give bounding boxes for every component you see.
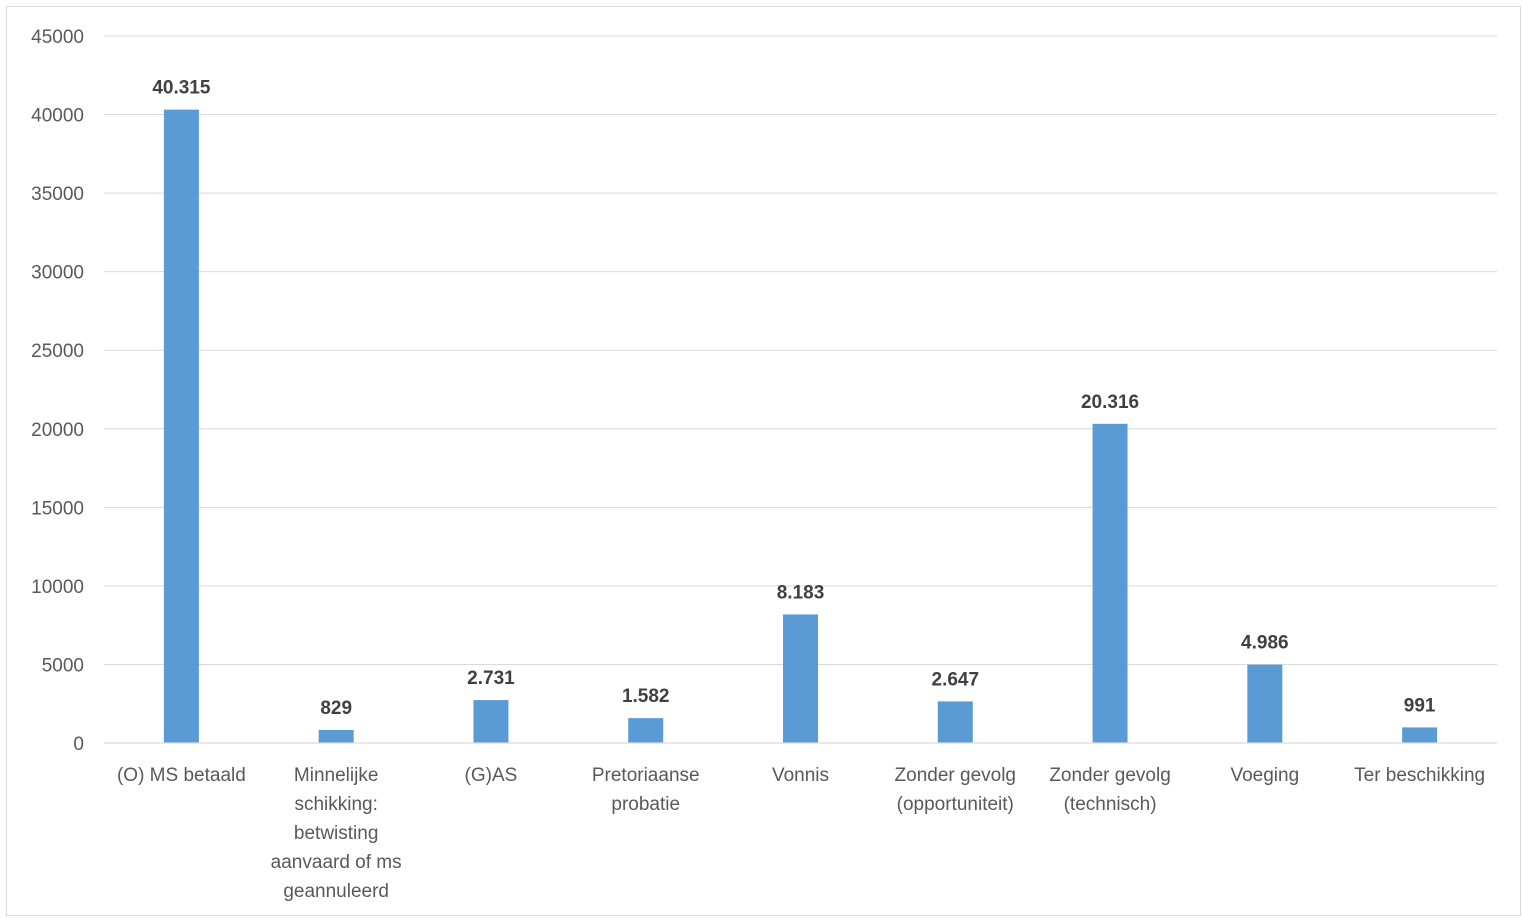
x-tick-label-line: Vonnis [772, 765, 829, 786]
y-tick-label: 10000 [31, 577, 84, 598]
x-tick-label: (G)AS [465, 765, 518, 786]
x-tick-label: Pretoriaanse probatie [592, 765, 700, 815]
bar [318, 729, 354, 743]
x-axis-ticks: (O) MS betaald Minnelijke schikking: betwis… [117, 765, 1485, 902]
x-tick-label-line: (technisch) [1064, 794, 1157, 815]
data-label: 8.183 [777, 582, 825, 603]
gridlines [104, 35, 1497, 665]
bar [473, 700, 509, 743]
y-tick-label: 35000 [31, 184, 84, 205]
bar [937, 701, 973, 743]
data-label: 2.731 [467, 668, 515, 689]
data-label: 829 [320, 698, 352, 719]
y-axis-ticks: 0 5000 10000 15000 20000 25000 30000 35000 40000… [31, 27, 84, 755]
x-tick-label: (O) MS betaald [117, 765, 246, 786]
data-label: 4.986 [1241, 633, 1289, 654]
data-labels: 40.315 829 2.731 1.582 8.183 2.647 20.316 4.986… [152, 78, 1436, 719]
x-tick-label: Zonder gevolg (opportuniteit) [895, 765, 1016, 815]
x-tick-label: Minnelijke schikking: betwisting aanvaard o… [271, 765, 402, 902]
data-label: 40.315 [152, 78, 211, 99]
x-tick-label-line: probatie [611, 794, 680, 815]
data-label: 20.316 [1081, 392, 1139, 413]
x-tick-label-line: Voeging [1230, 765, 1299, 786]
x-tick-label-line: Ter beschikking [1354, 765, 1485, 786]
x-tick-label-line: Zonder gevolg [1049, 765, 1170, 786]
y-tick-label: 45000 [31, 27, 84, 48]
y-tick-label: 25000 [31, 341, 84, 362]
x-tick-label: Zonder gevolg (technisch) [1049, 765, 1170, 815]
y-tick-label: 40000 [31, 106, 84, 127]
bars [163, 109, 1438, 743]
x-tick-label-line: (O) MS betaald [117, 765, 246, 786]
bar [163, 109, 199, 743]
x-tick-label-line: Zonder gevolg [895, 765, 1016, 786]
x-tick-label-line: aanvaard of ms [271, 852, 402, 873]
x-tick-label: Vonnis [772, 765, 829, 786]
x-tick-label: Ter beschikking [1354, 765, 1485, 786]
y-tick-label: 5000 [42, 655, 84, 676]
x-tick-label-line: (opportuniteit) [897, 794, 1014, 815]
x-tick-label-line: (G)AS [465, 765, 518, 786]
y-tick-label: 15000 [31, 498, 84, 519]
x-tick-label-line: Minnelijke [294, 765, 378, 786]
data-label: 991 [1404, 695, 1436, 716]
x-tick-label: Voeging [1230, 765, 1299, 786]
bar [1247, 664, 1283, 743]
x-tick-label-line: betwisting [294, 823, 379, 844]
data-label: 2.647 [932, 669, 980, 690]
data-label: 1.582 [622, 686, 670, 707]
x-tick-label-line: geannuleerd [283, 881, 389, 902]
bar [1402, 727, 1438, 743]
bar [783, 614, 818, 743]
x-tick-label-line: schikking: [294, 794, 377, 815]
x-tick-label-line: Pretoriaanse [592, 765, 700, 786]
chart-frame [6, 6, 1521, 916]
y-tick-label: 30000 [31, 263, 84, 284]
bar [1092, 423, 1128, 743]
y-tick-label: 20000 [31, 420, 84, 441]
bar [628, 718, 664, 743]
y-tick-label: 0 [73, 734, 84, 755]
